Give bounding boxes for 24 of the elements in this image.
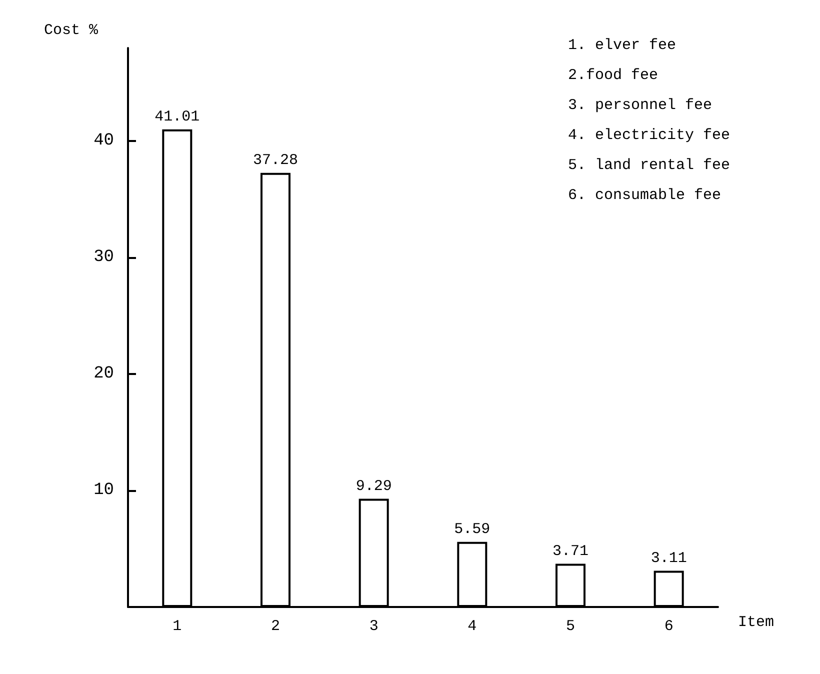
y-tick-label: 10 xyxy=(94,481,114,500)
data-label: 3.11 xyxy=(650,550,687,567)
data-label: 3.71 xyxy=(552,542,589,560)
y-tick-label: 20 xyxy=(94,364,114,384)
y-tick-label: 30 xyxy=(94,248,114,268)
data-label: 9.29 xyxy=(356,478,392,495)
annotation: 5. land rental fee xyxy=(568,157,730,174)
annotation: 3. personnel fee xyxy=(568,97,712,114)
x-tick-label: 3 xyxy=(369,618,378,635)
annotation: 2.food fee xyxy=(568,67,658,84)
annotation: 1. elver fee xyxy=(568,37,676,54)
y-axis-title: Cost % xyxy=(44,22,99,39)
data-label: 41.01 xyxy=(154,108,200,126)
x-tick-label: 5 xyxy=(566,618,576,635)
annotation: 6. consumable fee xyxy=(568,187,722,204)
x-tick-label: 6 xyxy=(664,618,674,635)
data-label: 37.28 xyxy=(252,152,298,169)
x-tick-label: 1 xyxy=(172,618,182,635)
y-tick-label: 40 xyxy=(94,132,114,151)
x-axis-title: Item xyxy=(738,614,774,631)
x-tick-label: 2 xyxy=(270,618,280,635)
x-tick-label: 4 xyxy=(468,618,477,635)
data-label: 5.59 xyxy=(454,520,490,538)
annotation: 4. electricity fee xyxy=(568,127,730,144)
